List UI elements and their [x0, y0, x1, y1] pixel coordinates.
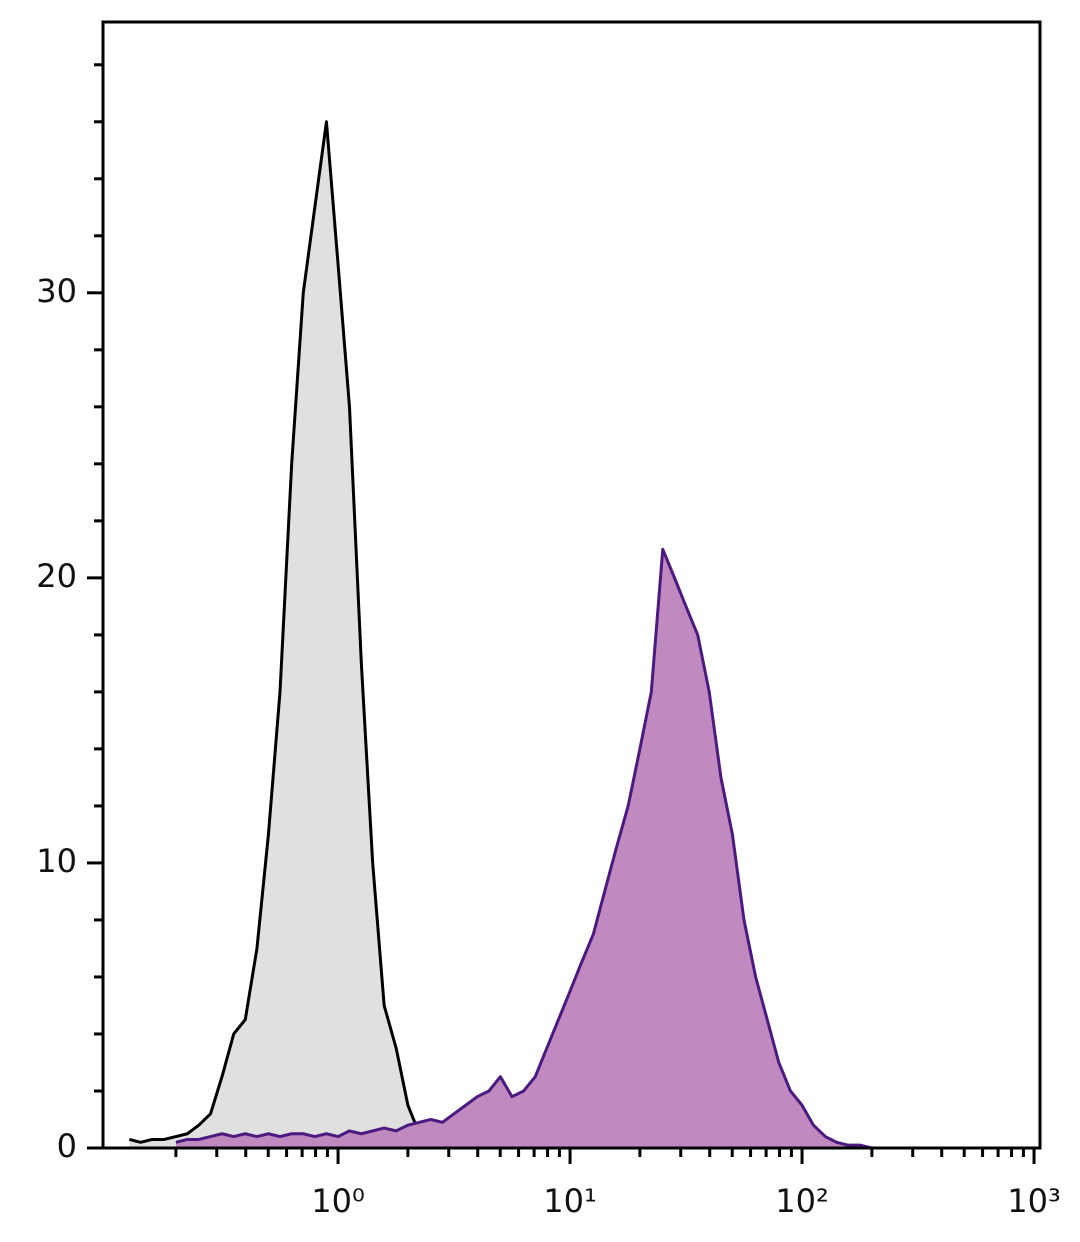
- plot-frame: [101, 20, 1042, 1150]
- x-tick-label: 10³: [1007, 1182, 1061, 1220]
- area-fill: [129, 121, 431, 1149]
- plot-area: [128, 120, 873, 1150]
- area-line: [128, 120, 432, 1144]
- y-tick-label: 0: [57, 1127, 77, 1165]
- x-tick-label: 10¹: [543, 1182, 597, 1220]
- y-tick-label: 20: [36, 557, 77, 595]
- area-line: [175, 547, 873, 1150]
- y-tick-label: 10: [36, 842, 77, 880]
- area-fill: [175, 549, 872, 1148]
- x-tick-label: 10⁰: [311, 1182, 365, 1220]
- y-tick-label: 30: [36, 272, 77, 310]
- x-tick-label: 10²: [775, 1182, 829, 1220]
